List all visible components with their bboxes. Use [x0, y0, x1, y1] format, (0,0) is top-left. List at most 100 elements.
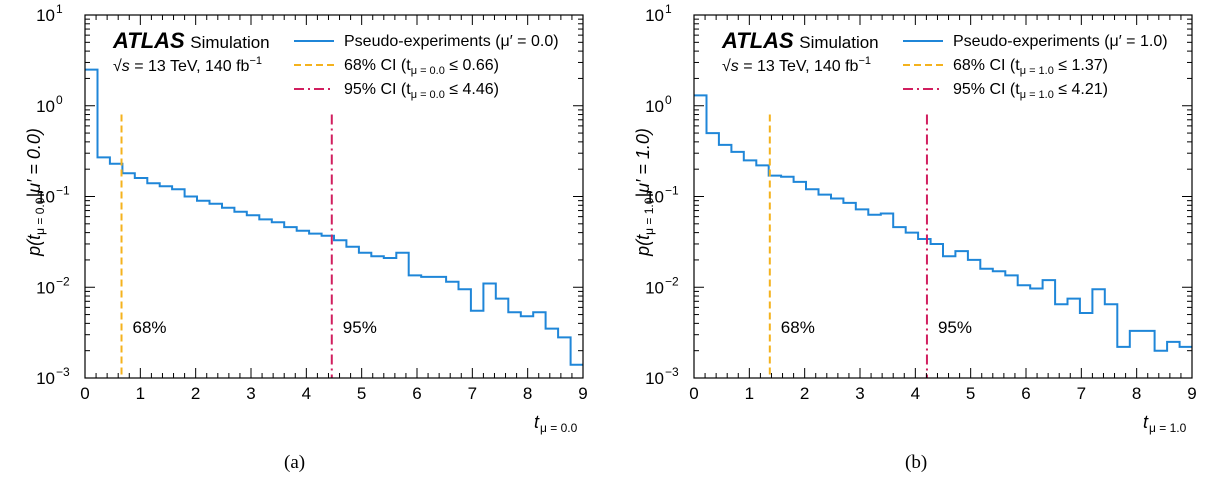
x-tick-label: 5: [966, 384, 975, 403]
x-tick-label: 2: [191, 384, 200, 403]
legend-text: 95% CI (t: [344, 81, 411, 98]
y-tick-base: 10: [36, 188, 55, 207]
x-axis-label: tμ = 0.0: [534, 412, 578, 435]
legend-tail: ≤ 0.66): [445, 57, 499, 74]
y-tick-exponent: −1: [56, 184, 70, 198]
y-axis-label: p(tμ = 1.0|μ′ = 1.0): [633, 128, 656, 257]
x-tick-label: 4: [302, 384, 311, 403]
y-tick-label: 10: [645, 278, 664, 297]
y-tick-label: 10: [36, 188, 55, 207]
legend-entry-2: 95% CI (tμ = 1.0 ≤ 4.21): [953, 81, 1108, 101]
energy-label: √s = 13 TeV, 140 fb−1: [722, 55, 871, 75]
x-tick-label: 3: [246, 384, 255, 403]
legend-text: Pseudo-experiments (μ′ = 1.0): [953, 33, 1168, 50]
y-tick-label: 10: [645, 6, 664, 25]
ci-label-95: 95%: [938, 318, 972, 337]
x-tick-label: 0: [80, 384, 89, 403]
legend-sub: μ = 1.0: [1020, 89, 1054, 101]
x-tick-label: 8: [1132, 384, 1141, 403]
legend-tail: ≤ 4.21): [1054, 81, 1108, 98]
energy-text: = 13 TeV, 140 fb: [743, 58, 858, 75]
x-axis-label: tμ = 1.0: [1143, 412, 1187, 435]
y-axis-label-main: p(t: [633, 234, 653, 257]
y-tick-exponent: 0: [56, 93, 63, 107]
atlas-logo-text: ATLAS: [112, 28, 185, 53]
y-tick-base: 10: [645, 6, 664, 25]
energy-label: √s = 13 TeV, 140 fb−1: [113, 55, 262, 75]
y-tick-label: 10: [36, 278, 55, 297]
atlas-label: ATLAS Simulation: [721, 28, 879, 53]
y-tick-exponent: −1: [665, 184, 679, 198]
legend-tail: ≤ 4.46): [445, 81, 499, 98]
y-axis-label-sub: μ = 0.0: [33, 197, 47, 235]
x-tick-label: 7: [1077, 384, 1086, 403]
y-axis-label-sub: μ = 1.0: [642, 197, 656, 235]
legend-text: Pseudo-experiments (μ′ = 0.0): [344, 33, 559, 50]
x-tick-label: 4: [911, 384, 920, 403]
atlas-label: ATLAS Simulation: [112, 28, 270, 53]
legend-entry-1: 68% CI (tμ = 0.0 ≤ 0.66): [344, 57, 499, 77]
x-axis-label-sub: μ = 1.0: [1149, 421, 1187, 435]
x-tick-label: 7: [468, 384, 477, 403]
y-tick-base: 10: [645, 188, 664, 207]
x-tick-label: 3: [855, 384, 864, 403]
legend-text: 68% CI (t: [953, 57, 1020, 74]
x-tick-label: 9: [578, 384, 587, 403]
legend-entry-0: Pseudo-experiments (μ′ = 0.0): [344, 33, 559, 50]
energy-sup: −1: [249, 55, 262, 67]
legend-entry-0: Pseudo-experiments (μ′ = 1.0): [953, 33, 1168, 50]
x-tick-label: 5: [357, 384, 366, 403]
y-tick-base: 10: [36, 369, 55, 388]
sqrt-s: √s: [113, 58, 130, 75]
legend-tail: ≤ 1.37): [1054, 57, 1108, 74]
y-tick-label: 10: [36, 369, 55, 388]
x-tick-label: 1: [745, 384, 754, 403]
atlas-logo-text: ATLAS: [721, 28, 794, 53]
y-tick-exponent: −3: [665, 365, 679, 379]
histogram-series: [85, 68, 583, 366]
histogram-series: [694, 94, 1192, 352]
x-axis-label-main: t: [534, 412, 540, 432]
y-tick-base: 10: [36, 97, 55, 116]
y-tick-label: 10: [36, 97, 55, 116]
caption-a: (a): [284, 452, 306, 473]
legend-text: 68% CI (t: [344, 57, 411, 74]
y-tick-label: 10: [645, 97, 664, 116]
y-tick-base: 10: [36, 6, 55, 25]
caption-b: (b): [905, 452, 928, 473]
y-tick-label: 10: [36, 6, 55, 25]
y-tick-exponent: −2: [56, 274, 70, 288]
legend-sub: μ = 0.0: [411, 89, 445, 101]
y-tick-base: 10: [36, 278, 55, 297]
x-tick-label: 8: [523, 384, 532, 403]
legend-entry-1: 68% CI (tμ = 1.0 ≤ 1.37): [953, 57, 1108, 77]
ci-label-68: 68%: [133, 318, 167, 337]
y-tick-exponent: 1: [56, 2, 63, 16]
energy-sup: −1: [858, 55, 871, 67]
y-axis-label-tail: |μ′ = 0.0): [24, 128, 44, 197]
y-tick-base: 10: [645, 369, 664, 388]
x-tick-label: 2: [800, 384, 809, 403]
legend-sub: μ = 0.0: [411, 65, 445, 77]
y-axis-label: p(tμ = 0.0|μ′ = 0.0): [24, 128, 47, 257]
sqrt-s: √s: [722, 58, 739, 75]
y-tick-exponent: 0: [665, 93, 672, 107]
atlas-tag: Simulation: [190, 33, 269, 52]
y-axis-label-tail: |μ′ = 1.0): [633, 128, 653, 197]
x-axis-label-main: t: [1143, 412, 1149, 432]
y-tick-label: 10: [645, 188, 664, 207]
x-tick-label: 9: [1187, 384, 1196, 403]
energy-text: = 13 TeV, 140 fb: [134, 58, 249, 75]
x-axis-label-sub: μ = 0.0: [540, 421, 578, 435]
legend-sub: μ = 1.0: [1020, 65, 1054, 77]
atlas-tag: Simulation: [799, 33, 878, 52]
ci-label-68: 68%: [781, 318, 815, 337]
y-tick-base: 10: [645, 278, 664, 297]
y-axis-label-main: p(t: [24, 234, 44, 257]
y-tick-base: 10: [645, 97, 664, 116]
x-tick-label: 0: [689, 384, 698, 403]
y-tick-exponent: −2: [665, 274, 679, 288]
x-tick-label: 6: [1021, 384, 1030, 403]
